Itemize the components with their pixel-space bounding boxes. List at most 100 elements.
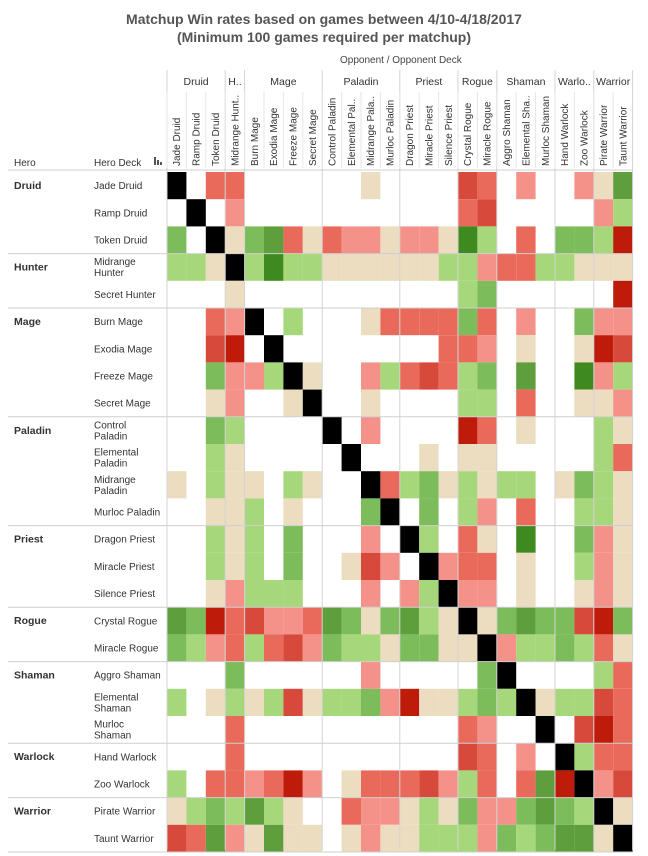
heatmap-cell [438, 226, 458, 254]
row-deck-label: Miracle Priest [94, 562, 155, 573]
heatmap-cell [496, 797, 517, 825]
heatmap-cell [516, 688, 536, 716]
row-deck-label: Elemental [94, 448, 138, 459]
heatmap-cell [438, 797, 458, 825]
heatmap-cell [399, 362, 420, 390]
heatmap-cell [477, 607, 497, 635]
heatmap-cell [593, 253, 614, 281]
heatmap-cell [593, 607, 614, 635]
heatmap-cell [516, 552, 536, 580]
heatmap-cell [361, 226, 381, 254]
heatmap-cell [613, 770, 633, 798]
heatmap-cell [477, 498, 497, 526]
heatmap-cell [225, 362, 245, 390]
heatmap-cell [225, 797, 245, 825]
row-deck-label: Secret Hunter [94, 290, 156, 301]
heatmap-cell [593, 770, 614, 798]
heatmap-cell [477, 770, 497, 798]
row-deck-label: Dragon Priest [94, 535, 155, 546]
column-deck-label: Hand Warlock [560, 103, 571, 166]
heatmap-cell [516, 416, 536, 444]
heatmap-cell [380, 362, 400, 390]
heatmap-cell [322, 634, 342, 662]
heatmap-cell [555, 743, 575, 771]
heatmap-cell [574, 308, 594, 336]
column-deck-label: Zoo Warlock [580, 109, 591, 166]
heatmap-cell [264, 824, 284, 852]
heatmap-cell [283, 498, 303, 526]
heatmap-cell [613, 199, 633, 227]
heatmap-cell [477, 634, 497, 662]
row-header-hero: Hero [14, 158, 36, 169]
heatmap-cell [205, 172, 226, 200]
heatmap-cell [496, 607, 517, 635]
row-deck-label: Freeze Mage [94, 372, 153, 383]
heatmap-cell [205, 688, 226, 716]
heatmap-cell [225, 389, 245, 417]
heatmap-cell [419, 525, 439, 553]
heatmap-cell [205, 525, 226, 553]
heatmap-cell [516, 797, 536, 825]
heatmap-cell [438, 253, 458, 281]
row-hero-label: Rogue [14, 615, 47, 627]
heatmap-cell [419, 607, 439, 635]
heatmap-cell [380, 253, 400, 281]
heatmap-cell [458, 770, 478, 798]
heatmap-cell [458, 308, 478, 336]
heatmap-cell [574, 389, 594, 417]
heatmap-cell [244, 253, 264, 281]
heatmap-cell [419, 471, 439, 499]
heatmap-cell [496, 824, 517, 852]
heatmap-cell [205, 226, 226, 254]
heatmap-cell [283, 688, 303, 716]
heatmap-cell [264, 607, 284, 635]
heatmap-cell [477, 335, 497, 363]
heatmap-cell [574, 172, 594, 200]
heatmap-cell [244, 362, 264, 390]
heatmap-cell [225, 824, 245, 852]
heatmap-cell [419, 552, 439, 580]
heatmap-cell [225, 688, 245, 716]
column-deck-label: Murloc Shaman [541, 96, 552, 166]
heatmap-cell [419, 770, 439, 798]
heatmap-cell [613, 634, 633, 662]
row-deck-label: Control [94, 420, 126, 431]
heatmap-cell [225, 525, 245, 553]
heatmap-cell [535, 253, 555, 281]
heatmap-cell [361, 770, 381, 798]
column-deck-label: Elemental Sha.. [521, 95, 532, 166]
heatmap-cell [555, 471, 575, 499]
heatmap-cell [477, 580, 497, 608]
heatmap-cell [361, 416, 381, 444]
heatmap-cell [516, 335, 536, 363]
column-deck-label: Token Druid [211, 113, 222, 166]
row-deck-label: Burn Mage [94, 317, 143, 328]
heatmap-cell [516, 525, 536, 553]
heatmap-cell [458, 797, 478, 825]
heatmap-cell [244, 607, 264, 635]
heatmap-cell [613, 280, 633, 308]
column-axis-title: Opponent / Opponent Deck [340, 55, 462, 66]
heatmap-cell [244, 226, 264, 254]
row-deck-label: Crystal Rogue [94, 616, 158, 627]
heatmap-cell [496, 661, 517, 689]
heatmap-cell [186, 253, 206, 281]
heatmap-cell [205, 308, 226, 336]
heatmap-cell [516, 770, 536, 798]
heatmap-cell [458, 607, 478, 635]
heatmap-cell [613, 226, 633, 254]
heatmap-cell [477, 280, 497, 308]
heatmap-cell [613, 308, 633, 336]
heatmap-cell [205, 607, 226, 635]
heatmap-cell [244, 308, 264, 336]
column-hero-label: Mage [270, 76, 296, 88]
heatmap-cell [613, 498, 633, 526]
heatmap-cell [244, 471, 264, 499]
heatmap-cell [477, 226, 497, 254]
heatmap-cell [399, 824, 420, 852]
heatmap-cell [225, 199, 245, 227]
heatmap-cell [535, 634, 555, 662]
row-deck-label: Shaman [94, 731, 131, 742]
row-deck-label: Murloc Paladin [94, 508, 160, 519]
heatmap-cell [302, 389, 323, 417]
